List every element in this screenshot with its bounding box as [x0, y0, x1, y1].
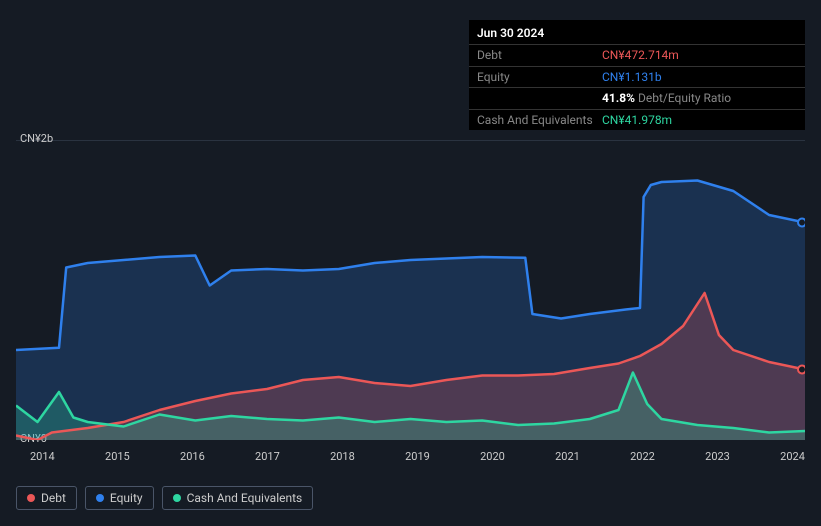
legend-label: Cash And Equivalents [187, 491, 303, 505]
tooltip-value: CN¥41.978m [602, 113, 797, 127]
legend-label: Debt [41, 491, 66, 505]
legend-dot-icon [27, 494, 35, 502]
tooltip-row: 41.8% Debt/Equity Ratio [469, 88, 805, 109]
x-axis-label: 2021 [555, 450, 580, 463]
x-axis-label: 2020 [480, 450, 505, 463]
x-axis-label: 2017 [255, 450, 280, 463]
legend-item[interactable]: Debt [16, 486, 77, 510]
x-axis-label: 2024 [780, 450, 805, 463]
tooltip-value: 41.8% Debt/Equity Ratio [602, 91, 797, 105]
tooltip-value: CN¥472.714m [602, 48, 797, 62]
x-axis-label: 2015 [105, 450, 130, 463]
x-axis-labels: 2014 2015 2016 2017 2018 2019 2020 2021 2022 2023… [30, 450, 805, 463]
tooltip-label: Debt [477, 48, 602, 62]
tooltip-label: Equity [477, 70, 602, 84]
x-axis-label: 2023 [705, 450, 730, 463]
legend: Debt Equity Cash And Equivalents [16, 486, 313, 510]
area-chart[interactable] [16, 140, 805, 440]
tooltip-panel: Jun 30 2024 DebtCN¥472.714mEquityCN¥1.13… [469, 20, 805, 130]
x-axis-label: 2022 [630, 450, 655, 463]
legend-item[interactable]: Cash And Equivalents [162, 486, 314, 510]
x-axis-label: 2019 [405, 450, 430, 463]
x-axis-label: 2014 [30, 450, 55, 463]
legend-item[interactable]: Equity [85, 486, 154, 510]
x-axis-label: 2016 [180, 450, 205, 463]
tooltip-date: Jun 30 2024 [469, 20, 805, 45]
legend-dot-icon [173, 494, 181, 502]
tooltip-label [477, 91, 602, 105]
tooltip-row: DebtCN¥472.714m [469, 45, 805, 66]
legend-label: Equity [110, 491, 143, 505]
tooltip-label: Cash And Equivalents [477, 113, 602, 127]
legend-dot-icon [96, 494, 104, 502]
tooltip-row: Cash And EquivalentsCN¥41.978m [469, 110, 805, 130]
tooltip-row: EquityCN¥1.131b [469, 67, 805, 88]
tooltip-value: CN¥1.131b [602, 70, 797, 84]
chart-container: Jun 30 2024 DebtCN¥472.714mEquityCN¥1.13… [0, 0, 821, 526]
x-axis-label: 2018 [330, 450, 355, 463]
